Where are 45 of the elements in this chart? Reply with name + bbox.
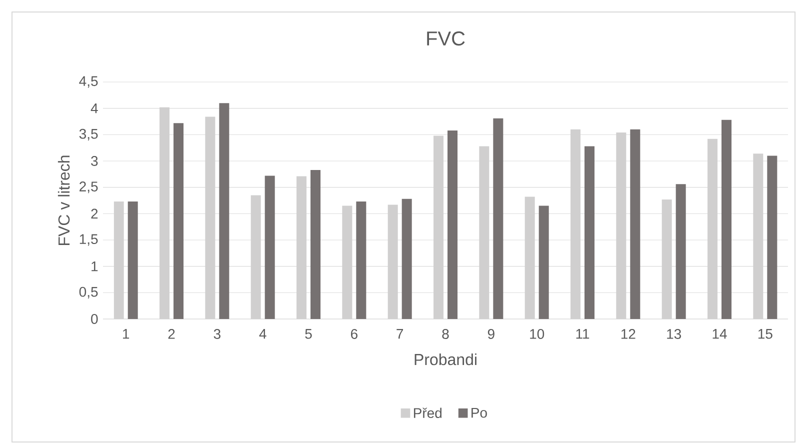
- x-tick-label: 5: [305, 329, 312, 339]
- bar: [356, 202, 366, 319]
- bar: [630, 129, 640, 319]
- y-tick-label: 3,5: [79, 128, 98, 140]
- y-tick-label: 1,5: [80, 234, 98, 246]
- x-tick-label: 11: [576, 329, 590, 339]
- y-tick-label: 4: [90, 104, 98, 114]
- y-tick-label: 2: [91, 208, 98, 219]
- bar: [448, 130, 458, 319]
- bar: [538, 206, 549, 319]
- y-axis-title: FVC v litrech: [58, 156, 70, 245]
- x-tick-label: 3: [214, 329, 220, 339]
- bar: [676, 184, 686, 319]
- bar: [767, 156, 778, 319]
- x-tick-label: 2: [168, 329, 175, 339]
- bar: [584, 146, 595, 319]
- bar: [219, 103, 230, 319]
- x-tick-label: 7: [396, 329, 404, 339]
- x-tick-label: 1: [123, 329, 130, 339]
- bar: [493, 118, 504, 319]
- legend-label: Před: [414, 408, 442, 418]
- chart-title: FVC: [427, 31, 465, 46]
- x-tick-label: 10: [530, 329, 544, 339]
- x-tick-label: 8: [442, 329, 449, 339]
- x-axis-title: Probandi: [414, 353, 476, 366]
- y-tick-label: 3: [91, 156, 98, 166]
- bar: [128, 202, 138, 319]
- bar: [722, 120, 732, 319]
- x-tick-label: 6: [350, 329, 358, 339]
- x-tick-label: 15: [758, 329, 772, 339]
- y-tick-label: 0: [91, 314, 98, 324]
- y-tick-label: 1: [92, 262, 98, 272]
- bar: [402, 198, 412, 319]
- x-tick-label: 13: [667, 329, 682, 339]
- x-tick-label: 14: [712, 329, 727, 339]
- x-tick-label: 12: [621, 329, 636, 339]
- x-tick-label: 9: [488, 329, 494, 339]
- bar: [174, 123, 184, 319]
- y-tick-label: 2,5: [80, 182, 98, 194]
- y-tick-label: 0,5: [79, 286, 98, 298]
- legend-label: Po: [472, 408, 487, 418]
- y-tick-label: 4,5: [79, 76, 98, 88]
- bar: [264, 176, 275, 319]
- x-tick-label: 4: [259, 329, 266, 339]
- bar: [310, 170, 321, 319]
